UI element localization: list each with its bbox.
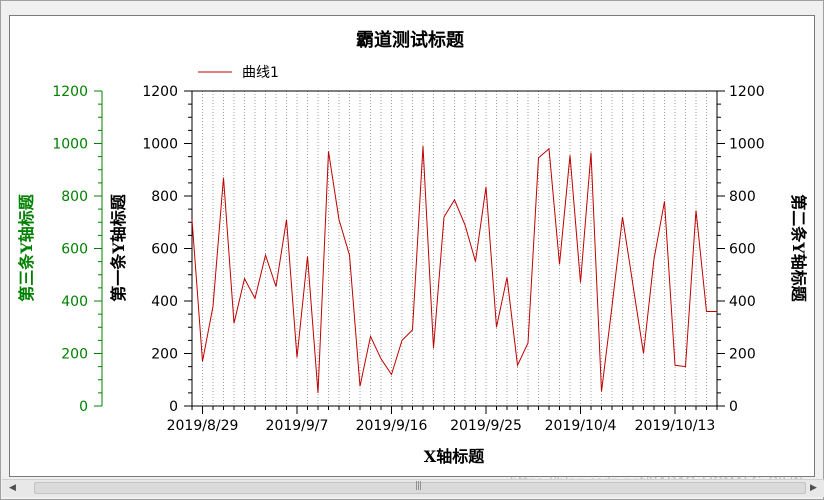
y-axis-title-outer-left: 第三条Y轴标题	[17, 193, 36, 301]
x-tick-label: 2019/9/16	[356, 418, 428, 434]
y-tick-label-right: 0	[729, 399, 738, 415]
x-tick-label: 2019/9/25	[450, 418, 522, 434]
y-tick-label-right: 1200	[729, 84, 765, 100]
chart-title: 霸道测试标题	[356, 29, 465, 51]
y-tick-label-right: 600	[729, 242, 756, 258]
y-axis-title-right: 第二条Y轴标题	[789, 194, 808, 302]
x-tick-label: 2019/8/29	[167, 418, 239, 434]
y-tick-label-right: 200	[729, 347, 756, 363]
x-axis-title: X轴标题	[424, 447, 485, 466]
y-tick-label-outer-left: 600	[61, 242, 88, 258]
series-line-curve1	[191, 146, 717, 393]
y-tick-label-outer-left: 200	[61, 347, 88, 363]
scrollbar-grip-icon: |||	[415, 481, 422, 491]
x-tick-label: 2019/9/7	[266, 418, 329, 434]
axes: 2019/8/29 2019/9/7 2019/9/16 2019/9/25 2019/…	[52, 84, 764, 434]
y-tick-label-left: 600	[151, 242, 178, 258]
y-tick-label-right: 800	[729, 189, 756, 205]
chart-panel: 霸道测试标题 2019/8/29 2019/9/7 2019/9/16 2019/9/…	[9, 15, 815, 477]
horizontal-scrollbar[interactable]: ◀ ||| ▶	[2, 479, 824, 497]
y-tick-label-left: 200	[151, 347, 178, 363]
y-tick-label-outer-left: 400	[61, 294, 88, 310]
scrollbar-thumb[interactable]: |||	[34, 481, 806, 494]
y-tick-label-left: 800	[151, 189, 178, 205]
scroll-right-arrow-icon[interactable]: ▶	[810, 483, 817, 493]
series-layer	[191, 146, 717, 393]
x-tick-label: 2019/10/4	[545, 418, 617, 434]
y-tick-label-left: 1200	[142, 84, 178, 100]
line-chart: 霸道测试标题 2019/8/29 2019/9/7 2019/9/16 2019/9/…	[17, 29, 808, 466]
y-axis-title-left: 第一条Y轴标题	[109, 193, 128, 301]
y-tick-label-left: 0	[169, 399, 178, 415]
y-tick-label-right: 400	[729, 294, 756, 310]
y-tick-label-outer-left: 800	[61, 189, 88, 205]
grid-lines	[202, 91, 707, 406]
y-tick-label-left: 400	[151, 294, 178, 310]
y-tick-label-left: 1000	[142, 137, 178, 153]
y-tick-label-outer-left: 1200	[52, 84, 88, 100]
y-tick-label-right: 1000	[729, 137, 765, 153]
x-tick-label: 2019/10/13	[635, 418, 716, 434]
legend: 曲线1	[198, 65, 279, 81]
y-tick-label-outer-left: 0	[79, 399, 88, 415]
y-tick-label-outer-left: 1000	[52, 137, 88, 153]
legend-label: 曲线1	[242, 65, 279, 81]
scroll-left-arrow-icon[interactable]: ◀	[9, 483, 16, 493]
